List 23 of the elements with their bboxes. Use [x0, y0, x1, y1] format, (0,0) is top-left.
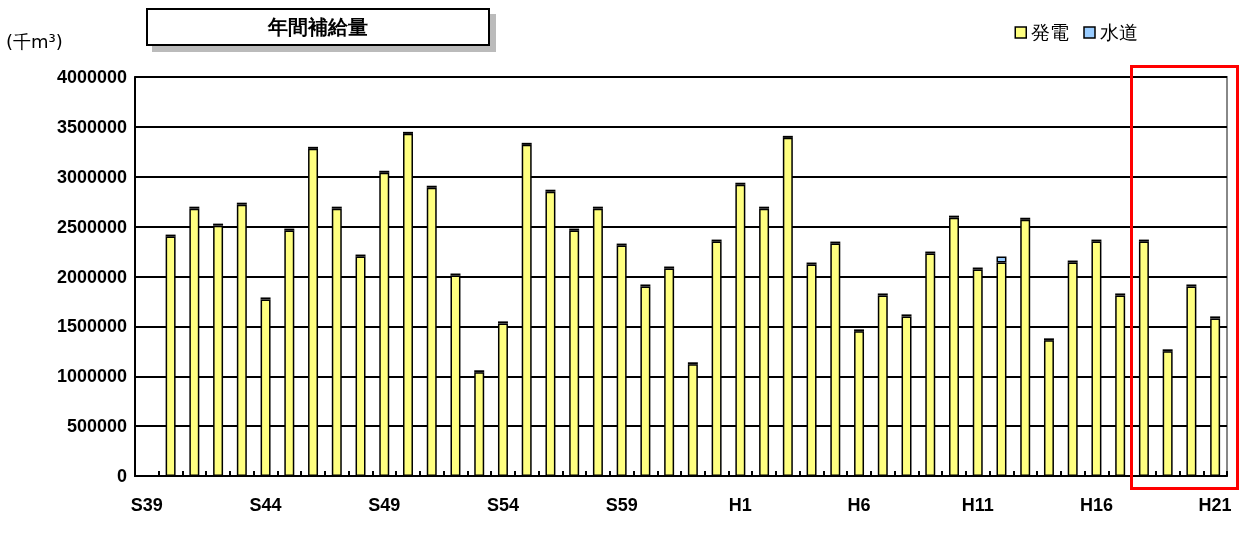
- chart-title: 年間補給量: [146, 8, 490, 46]
- y-tick-label: 1000000: [56, 366, 127, 387]
- y-tick-label: 2000000: [56, 266, 127, 287]
- x-tick-label: S59: [605, 495, 638, 515]
- x-tick-label: H11: [961, 495, 994, 515]
- x-tick-label: S54: [486, 495, 519, 515]
- x-tick-label: H6: [847, 495, 871, 515]
- x-tick-label: S39: [130, 495, 163, 515]
- y-tick-label: 3000000: [56, 166, 127, 187]
- y-tick-label: 0: [116, 466, 127, 486]
- y-axis-title: (千m³): [6, 30, 63, 54]
- y-tick-label: 2500000: [56, 216, 127, 237]
- y-tick-label: 500000: [66, 416, 127, 437]
- legend-label: 発電: [1031, 22, 1070, 43]
- x-tick-label: S44: [249, 495, 282, 515]
- x-tick-label: H16: [1079, 495, 1113, 515]
- y-tick-label: 4000000: [56, 67, 127, 87]
- x-tick-label: H21: [1198, 495, 1232, 515]
- y-tick-label: 3500000: [56, 116, 127, 137]
- y-tick-label: 1500000: [56, 316, 127, 337]
- x-tick-label: H1: [728, 495, 752, 515]
- legend-label: 水道: [1100, 22, 1138, 43]
- x-tick-label: S49: [368, 495, 401, 515]
